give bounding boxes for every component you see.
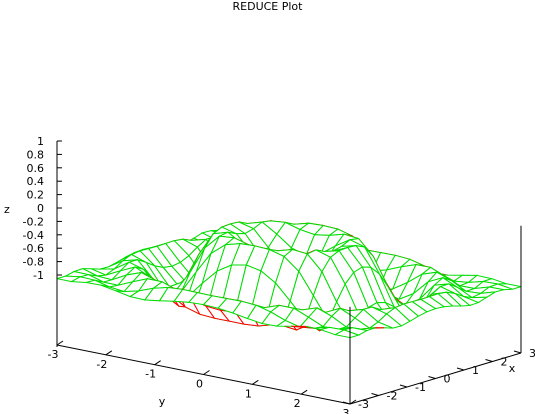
z-tick-label: 0 [37, 202, 44, 215]
axes [56, 140, 522, 405]
y-tick [203, 370, 210, 375]
x-tick-label: 1 [472, 364, 479, 377]
z-tick-label: -1 [33, 269, 44, 282]
x-axis-label: x [509, 362, 516, 375]
x-tick [485, 359, 493, 362]
surface-cell [333, 329, 361, 339]
y-tick [252, 379, 259, 385]
x-tick [342, 401, 351, 405]
x-tick [399, 384, 408, 388]
z-tick-label: -0.8 [23, 256, 44, 269]
x-tick-label: -3 [358, 398, 369, 411]
y-tick-label: 3 [343, 407, 350, 414]
z-axis-label: z [4, 203, 10, 216]
z-tick-label: 0.8 [27, 148, 45, 161]
y-tick-label: -2 [96, 358, 107, 371]
y-tick-label: 2 [294, 397, 301, 410]
y-tick [105, 350, 113, 356]
chart-title: REDUCE Plot [232, 0, 303, 13]
z-tick-label: -0.4 [23, 229, 44, 242]
x-tick-label: 2 [501, 356, 508, 369]
z-tick-label: 1 [37, 135, 44, 148]
z-tick-label: 0.6 [27, 162, 45, 175]
y-tick [349, 399, 357, 405]
z-tick-label: -0.6 [23, 242, 44, 255]
x-tick-label: -1 [415, 381, 426, 394]
y-tick [300, 389, 308, 395]
y-tick-label: 1 [245, 387, 252, 400]
z-tick-label: 0.4 [27, 175, 45, 188]
y-axis-label: y [159, 395, 166, 408]
z-tick-label: -0.2 [23, 215, 44, 228]
y-tick [154, 360, 161, 366]
y-tick-label: -3 [48, 348, 59, 361]
x-tick [513, 350, 522, 354]
z-tick-label: 0.2 [27, 189, 45, 202]
surface-mesh [56, 220, 522, 339]
axis-labels: 10.80.60.40.20-0.2-0.4-0.6-0.8-1-3-2-101… [4, 135, 535, 414]
x-tick-label: 3 [529, 347, 535, 360]
x-tick-label: 0 [444, 373, 451, 386]
x-tick [371, 393, 379, 396]
y-tick-label: -1 [145, 368, 156, 381]
y-tick [56, 340, 64, 346]
x-tick-label: -2 [387, 390, 398, 403]
y-tick-label: 0 [196, 378, 203, 391]
x-tick [456, 367, 465, 371]
x-tick [428, 376, 436, 379]
